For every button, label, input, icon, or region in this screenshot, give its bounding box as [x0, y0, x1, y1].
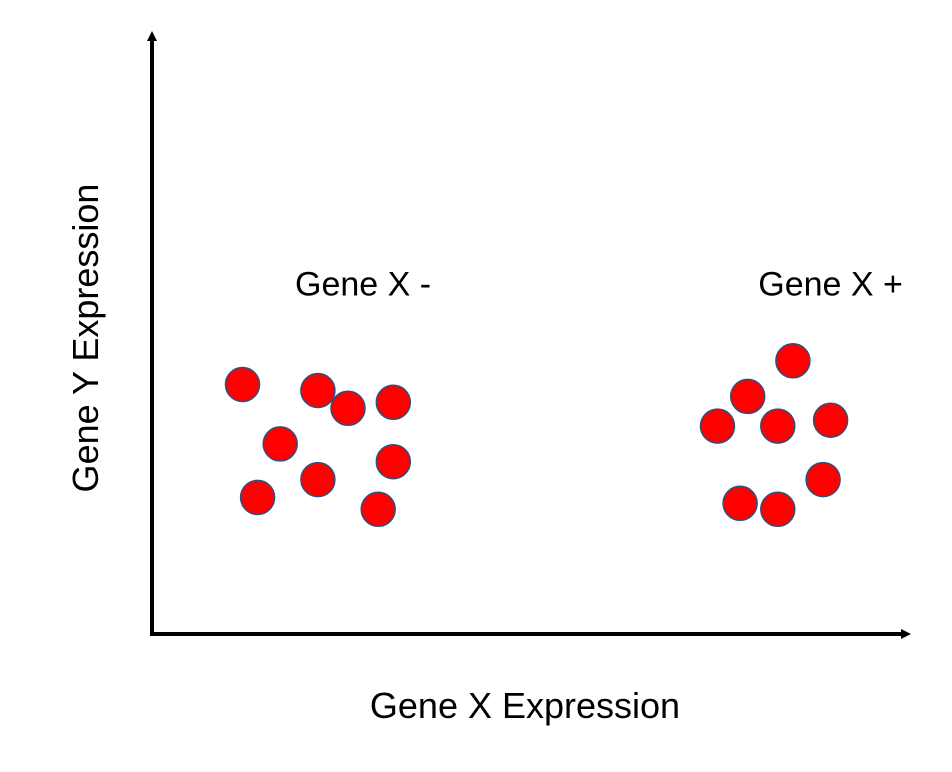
data-point	[330, 390, 366, 427]
data-point	[699, 408, 736, 444]
group-label-positive: Gene X +	[758, 265, 903, 303]
data-point	[239, 479, 276, 516]
data-point	[300, 461, 336, 498]
data-points	[224, 343, 849, 528]
group-labels: Gene X - Gene X +	[295, 265, 903, 303]
data-point	[375, 443, 412, 480]
data-point	[300, 372, 336, 409]
y-axis-label: Gene Y Expression	[65, 184, 106, 493]
group-label-negative: Gene X -	[295, 265, 431, 303]
data-point	[224, 366, 261, 403]
data-point	[760, 491, 796, 528]
axes	[147, 31, 911, 639]
data-point	[775, 343, 811, 379]
data-point	[729, 378, 766, 415]
data-point	[375, 384, 412, 421]
data-point	[360, 491, 396, 528]
data-point	[760, 408, 796, 444]
data-point	[805, 461, 841, 498]
data-point	[722, 485, 758, 522]
x-axis-label: Gene X Expression	[370, 685, 680, 726]
data-point	[262, 426, 298, 462]
data-point	[812, 402, 849, 438]
